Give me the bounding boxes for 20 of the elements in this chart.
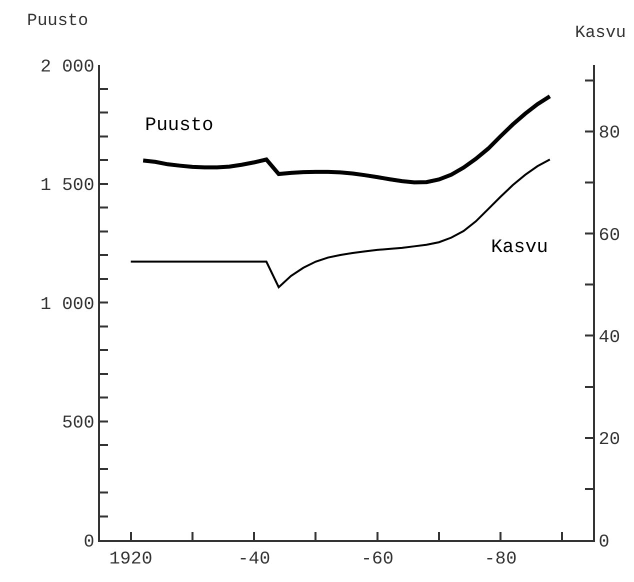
line-series	[141, 94, 552, 184]
y2-tick-label: 40	[598, 328, 620, 348]
y-tick-label: 2 000	[40, 57, 94, 78]
y2-tick-label: 60	[598, 226, 620, 246]
x-tick-label: -40	[238, 550, 270, 570]
y-tick-label: 500	[62, 414, 94, 434]
x-tick-label: -80	[484, 550, 517, 570]
y2-tick-label: 20	[598, 430, 620, 450]
x-tick-label: -60	[361, 550, 394, 570]
y-axis-title: Puusto	[27, 12, 88, 31]
x-tick-label: 1920	[109, 550, 152, 570]
line-series	[130, 158, 551, 288]
series-label: Puusto	[145, 114, 214, 136]
y-tick-label: 1 000	[40, 294, 94, 315]
y2-tick-label: 0	[598, 532, 610, 552]
series-label: Kasvu	[491, 236, 548, 258]
y2-axis-title: Kasvu	[575, 24, 626, 43]
y-tick-label: 1 500	[40, 176, 94, 196]
y-tick-label: 0	[84, 532, 94, 552]
y2-tick-label: 80	[598, 124, 620, 144]
